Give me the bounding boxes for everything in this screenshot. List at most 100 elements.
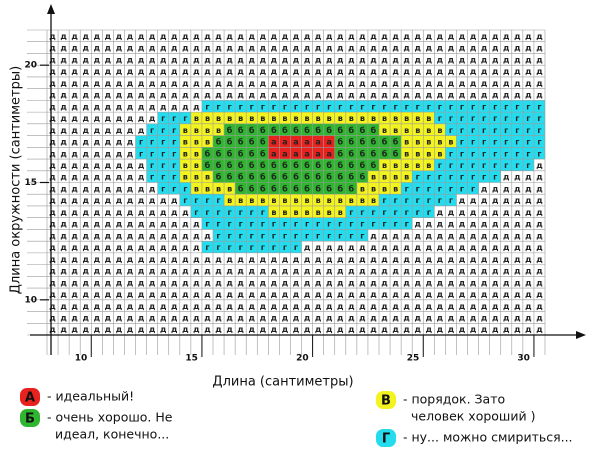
cell [345, 205, 357, 218]
cell [456, 100, 468, 113]
cell [323, 147, 335, 160]
cell [268, 123, 280, 136]
cell [279, 217, 291, 230]
cell [500, 100, 512, 113]
cell [213, 147, 225, 160]
cell [434, 112, 446, 124]
cell [190, 182, 202, 195]
cell [257, 170, 269, 183]
cell [456, 147, 468, 160]
cell [390, 100, 402, 113]
cell [500, 112, 512, 124]
y-tick-label: 15 [24, 178, 37, 188]
cell [290, 112, 302, 124]
cell [467, 170, 479, 183]
cell [522, 159, 534, 171]
cell [213, 100, 225, 113]
cell [213, 170, 225, 183]
cell [356, 182, 368, 195]
cell [190, 194, 202, 206]
cell [345, 159, 357, 171]
cell [190, 205, 202, 218]
cell [290, 100, 302, 113]
cell [390, 147, 402, 160]
cell [334, 217, 346, 230]
cell [301, 147, 313, 160]
cell [301, 112, 313, 124]
cell [257, 229, 269, 242]
cell [190, 159, 202, 171]
cell [423, 182, 435, 195]
cell [401, 100, 413, 113]
cell [301, 170, 313, 183]
cell [301, 159, 313, 171]
cell [445, 159, 457, 171]
cell [390, 170, 402, 183]
cell [312, 205, 324, 218]
cell [246, 194, 258, 206]
cell [268, 241, 280, 253]
cell [224, 123, 236, 136]
cell [478, 147, 490, 160]
cell [423, 100, 435, 113]
cell [279, 159, 291, 171]
cell [179, 182, 191, 195]
cell [246, 229, 258, 242]
cell [146, 147, 158, 160]
cell [157, 123, 169, 136]
y-axis-arrow [47, 4, 55, 14]
cell [412, 123, 424, 136]
cell [257, 100, 269, 113]
cell [323, 229, 335, 242]
cell [246, 182, 258, 195]
cell [334, 194, 346, 206]
cell [434, 194, 446, 206]
cell [489, 100, 501, 113]
cell [456, 182, 468, 195]
cell [323, 170, 335, 183]
cell [257, 182, 269, 195]
cell [356, 170, 368, 183]
cell [213, 182, 225, 195]
x-tick-label: 25 [407, 354, 420, 364]
cell [235, 205, 247, 218]
cell [478, 112, 490, 124]
cell [312, 147, 324, 160]
cell [401, 205, 413, 218]
cell [345, 100, 357, 113]
cell [224, 194, 236, 206]
cell [257, 112, 269, 124]
cell [511, 147, 523, 160]
cell [213, 217, 225, 230]
cell [157, 147, 169, 160]
cell [213, 229, 225, 242]
cell [235, 135, 247, 148]
cell [157, 112, 169, 124]
legend-text: - ну... можно смириться... [403, 430, 573, 445]
cell [401, 194, 413, 206]
cell [379, 135, 391, 148]
cell [168, 182, 180, 195]
cell [533, 135, 545, 148]
cell [235, 182, 247, 195]
cell [323, 112, 335, 124]
cell [334, 205, 346, 218]
cell [489, 135, 501, 148]
cell [367, 123, 379, 136]
cell [312, 170, 324, 183]
cell [290, 135, 302, 148]
cell [334, 112, 346, 124]
cell [268, 194, 280, 206]
legend-badge [376, 429, 396, 447]
cell [345, 170, 357, 183]
cell [401, 112, 413, 124]
cell [179, 135, 191, 148]
cell [412, 194, 424, 206]
cell [334, 100, 346, 113]
cell [489, 147, 501, 160]
cell [157, 182, 169, 195]
cell [423, 135, 435, 148]
cell [467, 112, 479, 124]
cell [423, 194, 435, 206]
